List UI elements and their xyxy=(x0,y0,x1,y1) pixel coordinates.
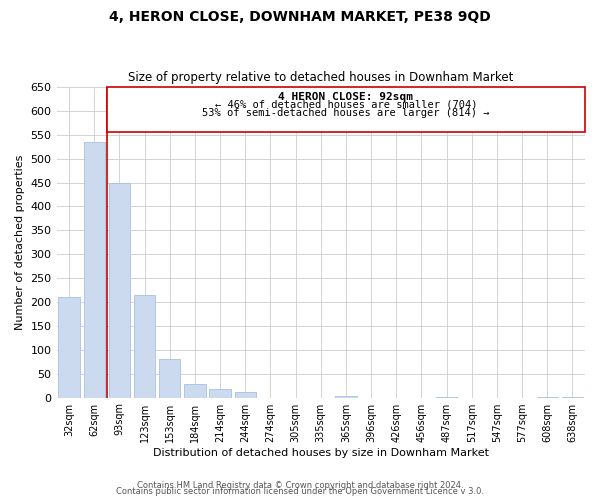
Bar xyxy=(107,87,585,132)
Text: 4, HERON CLOSE, DOWNHAM MARKET, PE38 9QD: 4, HERON CLOSE, DOWNHAM MARKET, PE38 9QD xyxy=(109,10,491,24)
Bar xyxy=(235,392,256,398)
Bar xyxy=(109,182,130,398)
Text: 53% of semi-detached houses are larger (814) →: 53% of semi-detached houses are larger (… xyxy=(202,108,490,118)
Text: Contains HM Land Registry data © Crown copyright and database right 2024.: Contains HM Land Registry data © Crown c… xyxy=(137,481,463,490)
Y-axis label: Number of detached properties: Number of detached properties xyxy=(15,154,25,330)
Bar xyxy=(83,142,105,398)
Text: Contains public sector information licensed under the Open Government Licence v : Contains public sector information licen… xyxy=(116,487,484,496)
Bar xyxy=(159,360,181,398)
X-axis label: Distribution of detached houses by size in Downham Market: Distribution of detached houses by size … xyxy=(153,448,489,458)
Bar xyxy=(58,298,80,398)
Bar xyxy=(335,396,356,398)
Title: Size of property relative to detached houses in Downham Market: Size of property relative to detached ho… xyxy=(128,72,514,85)
Text: ← 46% of detached houses are smaller (704): ← 46% of detached houses are smaller (70… xyxy=(215,100,477,110)
Bar xyxy=(134,295,155,398)
Bar xyxy=(209,389,231,398)
Text: 4 HERON CLOSE: 92sqm: 4 HERON CLOSE: 92sqm xyxy=(278,92,413,102)
Bar xyxy=(184,384,206,398)
